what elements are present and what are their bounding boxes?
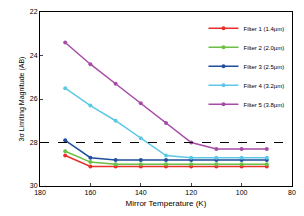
svg-text:100: 100 xyxy=(236,189,248,196)
svg-text:26: 26 xyxy=(30,95,38,102)
svg-text:Filter 5 (3.8µm): Filter 5 (3.8µm) xyxy=(243,102,284,108)
svg-text:28: 28 xyxy=(30,139,38,146)
svg-text:Filter 1 (1.4µm): Filter 1 (1.4µm) xyxy=(243,26,284,32)
svg-text:22: 22 xyxy=(30,8,38,15)
svg-text:80: 80 xyxy=(288,189,296,196)
svg-text:Filter 4 (3.2µm): Filter 4 (3.2µm) xyxy=(243,83,284,89)
svg-text:Filter 2 (2.0µm): Filter 2 (2.0µm) xyxy=(243,45,284,51)
svg-text:24: 24 xyxy=(30,52,38,59)
svg-text:30: 30 xyxy=(30,182,38,189)
svg-text:160: 160 xyxy=(85,189,97,196)
svg-text:140: 140 xyxy=(135,189,147,196)
svg-text:120: 120 xyxy=(185,189,197,196)
svg-text:Mirror Temperature (K): Mirror Temperature (K) xyxy=(126,199,207,208)
svg-text:180: 180 xyxy=(34,189,46,196)
svg-text:Filter 3 (2.5µm): Filter 3 (2.5µm) xyxy=(243,64,284,70)
svg-text:3σ Limiting Magnitude (AB): 3σ Limiting Magnitude (AB) xyxy=(18,57,26,142)
